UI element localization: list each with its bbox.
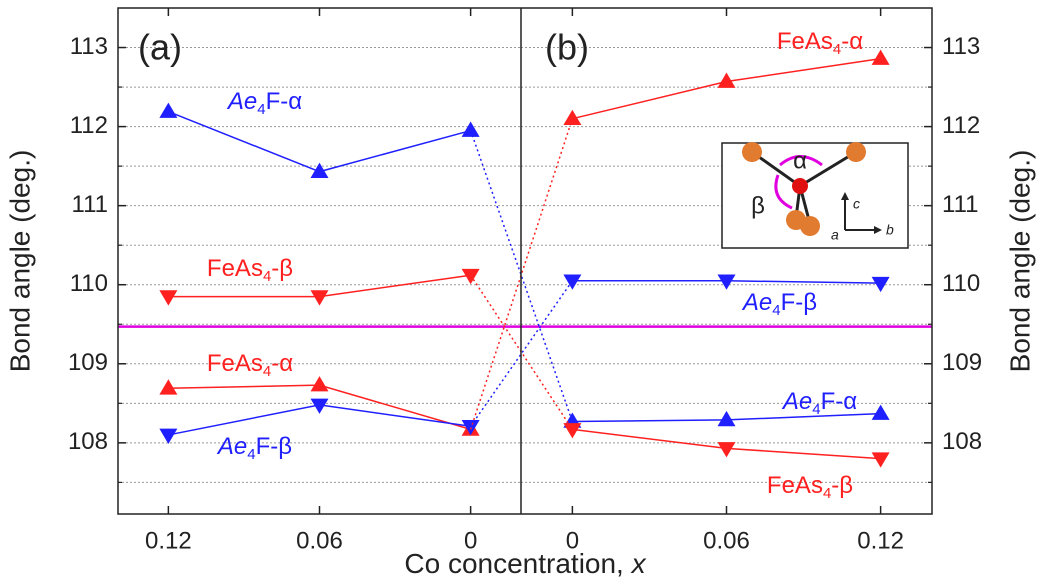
atom — [742, 142, 762, 162]
alpha-label: α — [793, 147, 807, 174]
axis-label: b — [886, 222, 894, 238]
x-tick-label: 0.12 — [857, 527, 904, 554]
marker — [159, 103, 177, 118]
marker — [872, 405, 890, 420]
y-tick-label: 113 — [70, 33, 108, 60]
y-tick-label: 112 — [70, 112, 108, 139]
atom — [800, 216, 820, 236]
marker — [311, 376, 329, 391]
marker — [311, 290, 329, 305]
series-label: FeAs4-β — [207, 255, 293, 285]
chart: 108 109 110 111 112 113 0.12 0.06 0 (a) Bond angle… — [0, 0, 1043, 584]
y-tick-label: 108 — [68, 428, 108, 455]
panel-label: (a) — [138, 27, 182, 68]
series-label: Ae4F-β — [216, 433, 292, 463]
marker — [462, 122, 480, 137]
series-line — [572, 59, 880, 119]
x-tick-label: 0 — [566, 527, 579, 554]
y-tick-label: 110 — [70, 270, 108, 297]
marker — [563, 274, 581, 289]
x-tick-label: 0.12 — [145, 527, 192, 554]
x-tick-label: 0.06 — [296, 527, 343, 554]
marker — [872, 452, 890, 467]
series-label: Ae4F-α — [226, 88, 302, 118]
series-line — [168, 112, 470, 172]
marker — [159, 379, 177, 394]
beta-label: β — [751, 192, 765, 219]
inset: α β c a b — [722, 142, 908, 248]
y-tick-label: 110 — [942, 270, 980, 297]
marker — [718, 442, 736, 457]
x-axis-title: Co concentration, x — [404, 548, 646, 579]
y-tick-label: 111 — [72, 191, 108, 218]
plot-layer: 108 109 110 111 112 113 0.12 0.06 0 (a) Bond angle… — [4, 8, 1035, 579]
y-tick-label: 108 — [942, 428, 982, 455]
marker — [159, 290, 177, 305]
marker — [872, 50, 890, 65]
page: 108 109 110 111 112 113 0.12 0.06 0 (a) Bond angle… — [0, 0, 1043, 584]
atom — [792, 178, 808, 194]
series-label: FeAs4-β — [767, 472, 853, 502]
marker — [718, 411, 736, 426]
axis-label: a — [831, 227, 839, 243]
series-label: Ae4F-β — [741, 289, 817, 319]
series-label: Ae4F-α — [781, 388, 857, 418]
y-tick-label: 109 — [68, 349, 108, 376]
y-tick-label: 113 — [942, 33, 980, 60]
x-tick-label: 0.06 — [703, 527, 750, 554]
marker — [718, 274, 736, 289]
series-label: FeAs4-α — [207, 350, 293, 380]
marker — [159, 429, 177, 444]
y-axis-title: Bond angle (deg.) — [4, 150, 35, 373]
y-tick-label: 109 — [942, 349, 982, 376]
y-tick-label: 111 — [942, 191, 978, 218]
panel-label: (b) — [545, 27, 589, 68]
axis-label: c — [853, 196, 860, 212]
series-label: FeAs4-α — [777, 28, 863, 58]
y-axis-title: Bond angle (deg.) — [1004, 150, 1035, 373]
y-tick-label: 112 — [942, 112, 980, 139]
atom — [846, 142, 866, 162]
